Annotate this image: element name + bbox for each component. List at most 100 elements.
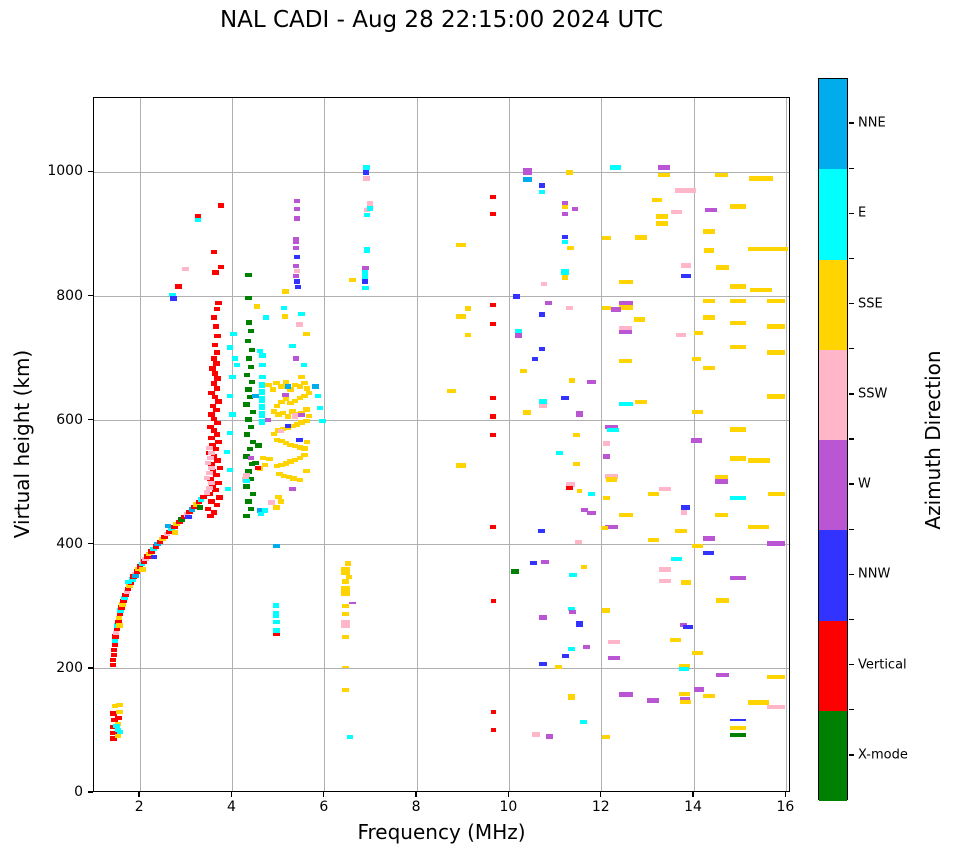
- data-point: [572, 461, 581, 467]
- data-point: [208, 465, 215, 470]
- data-point: [298, 412, 305, 418]
- data-point: [529, 560, 537, 565]
- data-point: [305, 413, 313, 418]
- data-point: [305, 390, 313, 395]
- data-point: [215, 399, 222, 404]
- data-point: [515, 333, 522, 338]
- data-point: [259, 411, 266, 418]
- data-point: [203, 490, 211, 495]
- data-point: [729, 284, 746, 289]
- data-point: [658, 172, 670, 178]
- data-point: [280, 426, 287, 431]
- data-point: [243, 484, 250, 489]
- data-point: [579, 720, 587, 725]
- data-point: [261, 462, 268, 467]
- data-point: [294, 278, 301, 285]
- data-point: [245, 320, 253, 325]
- data-point: [206, 470, 213, 475]
- data-point: [680, 263, 691, 268]
- data-point: [561, 200, 569, 206]
- data-point: [538, 399, 547, 404]
- data-point: [490, 709, 497, 714]
- data-point: [605, 424, 619, 430]
- data-point: [182, 267, 189, 272]
- data-point: [111, 643, 118, 648]
- data-point: [208, 480, 215, 485]
- data-point: [208, 435, 215, 441]
- data-point: [226, 430, 234, 436]
- data-point: [209, 403, 217, 408]
- y-tick: [88, 667, 93, 669]
- data-point: [126, 583, 133, 588]
- data-point: [159, 537, 166, 542]
- data-point: [109, 658, 117, 663]
- gridline-vertical: [785, 98, 787, 791]
- data-point: [213, 502, 220, 508]
- data-point: [266, 456, 273, 462]
- data-point: [169, 292, 176, 297]
- data-point: [273, 603, 280, 609]
- y-tick: [88, 170, 93, 173]
- data-point: [211, 394, 219, 400]
- data-point: [587, 510, 596, 516]
- data-point: [566, 482, 575, 487]
- data-point: [281, 314, 289, 319]
- data-point: [284, 414, 292, 419]
- data-point: [545, 300, 552, 305]
- data-point: [619, 326, 633, 331]
- data-point: [362, 285, 369, 291]
- data-point: [273, 403, 280, 408]
- data-point: [113, 723, 120, 729]
- data-point: [670, 637, 682, 642]
- data-point: [538, 190, 545, 195]
- data-point: [569, 609, 577, 614]
- data-point: [110, 730, 117, 735]
- data-point: [694, 331, 704, 336]
- data-point: [767, 674, 785, 680]
- data-point: [110, 711, 117, 716]
- data-point: [284, 424, 292, 429]
- data-point: [293, 268, 301, 274]
- data-point: [253, 304, 261, 309]
- data-point: [273, 380, 280, 385]
- colorbar-tick-label: NNE: [858, 115, 886, 131]
- x-tick: [138, 792, 140, 797]
- data-point: [248, 347, 256, 353]
- data-point: [213, 350, 220, 355]
- data-point: [226, 468, 234, 473]
- gridline-horizontal: [94, 544, 789, 546]
- data-point: [456, 314, 466, 319]
- data-point: [619, 358, 633, 364]
- data-point: [767, 324, 785, 329]
- data-point: [523, 167, 533, 175]
- data-point: [245, 469, 252, 474]
- data-point: [247, 329, 255, 334]
- data-point: [129, 577, 136, 582]
- data-point: [231, 356, 238, 361]
- data-point: [292, 263, 300, 269]
- data-point: [729, 456, 746, 461]
- data-point: [207, 424, 214, 430]
- data-point: [289, 424, 296, 429]
- data-point: [730, 575, 746, 580]
- data-point: [197, 497, 205, 502]
- x-tick-label: 2: [134, 799, 144, 815]
- data-point: [248, 380, 256, 385]
- data-point: [730, 496, 746, 501]
- data-point: [140, 559, 148, 564]
- data-point: [109, 662, 117, 668]
- colorbar-boundary-tick: [849, 528, 854, 530]
- data-point: [555, 664, 563, 670]
- gridline-horizontal: [94, 420, 789, 422]
- x-tick-label: 4: [227, 799, 236, 815]
- data-point: [587, 491, 596, 497]
- data-point: [690, 438, 702, 443]
- data-point: [282, 289, 289, 294]
- data-point: [247, 455, 255, 461]
- data-point: [264, 417, 272, 423]
- data-point: [655, 214, 668, 219]
- data-point: [605, 474, 619, 479]
- data-point: [703, 248, 714, 253]
- data-point: [362, 278, 369, 285]
- data-point: [259, 389, 266, 396]
